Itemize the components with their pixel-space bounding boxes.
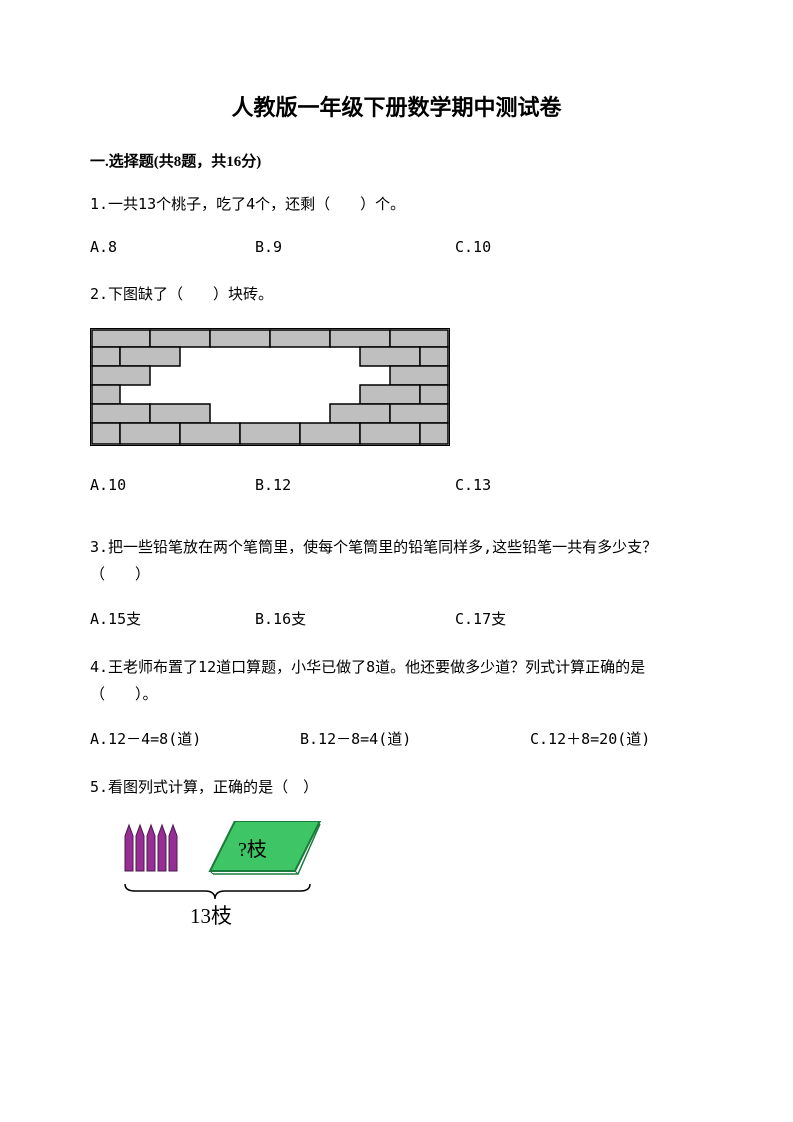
question-3-text: 3.把一些铅笔放在两个笔筒里，使每个笔筒里的铅笔同样多,这些铅笔一共有多少支？（…: [90, 534, 703, 588]
section-header: 一.选择题(共8题，共16分): [90, 150, 703, 171]
pencils-group: [125, 825, 177, 871]
total-label: 13枝: [190, 904, 232, 928]
question-5-text: 5.看图列式计算，正确的是（ ）: [90, 774, 703, 801]
question-4-text: 4.王老师布置了12道口算题，小华已做了8道。他还要做多少道？列式计算正确的是（…: [90, 654, 703, 708]
q3-option-a: A.15支: [90, 608, 255, 629]
q1-option-a: A.8: [90, 238, 255, 256]
q3-option-c: C.17支: [455, 608, 655, 629]
q2-option-b: B.12: [255, 476, 455, 494]
q2-option-a: A.10: [90, 476, 255, 494]
box-label: ?枝: [238, 838, 267, 861]
question-4-options: A.12－4=8(道) B.12－8=4(道) C.12＋8=20(道): [90, 728, 703, 749]
question-2-options: A.10 B.12 C.13: [90, 476, 703, 494]
q4-option-a: A.12－4=8(道): [90, 728, 300, 749]
bracket: [125, 884, 310, 899]
question-3-options: A.15支 B.16支 C.17支: [90, 608, 703, 629]
q4-option-b: B.12－8=4(道): [300, 728, 530, 749]
question-2-text: 2.下图缺了（ ）块砖。: [90, 281, 703, 308]
question-1-text: 1.一共13个桃子，吃了4个，还剩（ ）个。: [90, 191, 703, 218]
pencil-diagram: ?枝 13枝: [120, 821, 370, 941]
box-shape: ?枝: [210, 821, 320, 874]
brick-wall-diagram: [90, 328, 703, 451]
q4-option-c: C.12＋8=20(道): [530, 728, 650, 749]
q3-option-b: B.16支: [255, 608, 455, 629]
q1-option-b: B.9: [255, 238, 455, 256]
q2-option-c: C.13: [455, 476, 655, 494]
page-title: 人教版一年级下册数学期中测试卷: [90, 90, 703, 122]
question-1-options: A.8 B.9 C.10: [90, 238, 703, 256]
q1-option-c: C.10: [455, 238, 655, 256]
